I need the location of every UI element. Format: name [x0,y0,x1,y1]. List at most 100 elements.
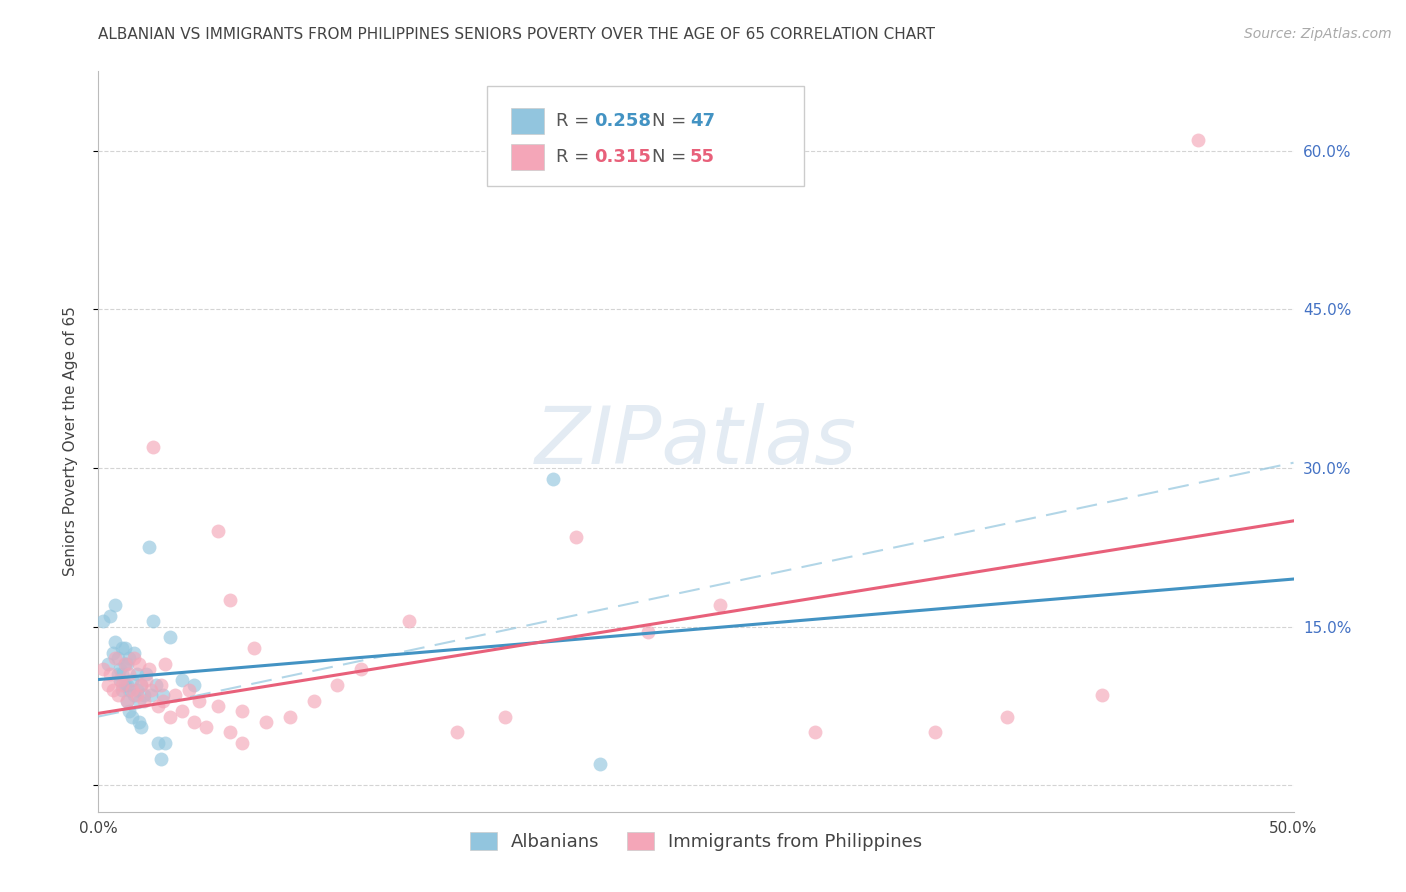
Point [183,714,205,729]
Point [128,714,150,729]
Point [1187,133,1209,147]
Point [254,714,277,729]
Point [142,440,165,454]
Point [114,657,136,671]
Point [124,646,146,660]
Point [91,662,114,676]
Point [121,709,143,723]
Bar [510,108,544,134]
Point [98,609,122,624]
Point [231,736,253,750]
Point [326,678,349,692]
Point [128,657,150,671]
FancyBboxPatch shape [486,87,804,186]
Point [207,524,229,539]
Point [565,530,588,544]
Point [172,673,194,687]
Point [1091,689,1114,703]
Point [115,694,138,708]
Bar [510,144,544,169]
Point [111,667,134,681]
Point [231,704,253,718]
Point [121,683,143,698]
Point [118,651,141,665]
Point [97,678,120,692]
Point [118,683,141,698]
Point [104,651,127,665]
Point [139,689,162,703]
Point [108,662,131,676]
Point [219,593,242,607]
Point [135,673,157,687]
Point [104,635,127,649]
Point [183,678,205,692]
Point [101,646,124,660]
Point [98,667,122,681]
Point [132,689,155,703]
Point [132,694,155,708]
Point [131,678,153,692]
Point [125,667,148,681]
Point [924,725,946,739]
Point [195,720,218,734]
Point [804,725,827,739]
Text: 0.315: 0.315 [595,147,651,166]
Point [142,615,165,629]
Point [350,662,373,676]
Y-axis label: Seniors Poverty Over the Age of 65: Seniors Poverty Over the Age of 65 [63,307,77,576]
Point [278,709,301,723]
Point [124,689,146,703]
Point [125,683,148,698]
Point [494,709,516,723]
Point [589,757,612,772]
Point [145,678,167,692]
Text: 55: 55 [690,147,716,166]
Point [111,683,134,698]
Point [163,689,186,703]
Point [114,657,136,671]
Point [159,709,181,723]
Point [114,640,136,655]
Point [104,599,127,613]
Point [115,678,138,692]
Point [709,599,731,613]
Text: 0.258: 0.258 [595,112,651,130]
Point [637,624,659,639]
Point [114,678,136,692]
Legend: Albanians, Immigrants from Philippines: Albanians, Immigrants from Philippines [463,824,929,858]
Point [135,667,157,681]
Point [115,657,138,671]
Point [115,694,138,708]
Point [111,640,134,655]
Point [125,689,148,703]
Point [152,689,174,703]
Point [139,683,162,698]
Point [995,709,1018,723]
Point [219,725,242,739]
Point [155,736,177,750]
Point [243,640,266,655]
Point [121,673,143,687]
Point [111,678,134,692]
Text: ZIPatlas: ZIPatlas [534,402,858,481]
Point [302,694,325,708]
Point [107,651,129,665]
Point [107,689,129,703]
Point [131,720,153,734]
Text: N =: N = [652,112,692,130]
Point [152,694,174,708]
Point [155,657,177,671]
Point [118,704,141,718]
Point [207,698,229,713]
Text: Source: ZipAtlas.com: Source: ZipAtlas.com [1244,27,1392,41]
Point [97,657,120,671]
Point [148,698,170,713]
Point [108,673,131,687]
Point [398,615,420,629]
Point [446,725,468,739]
Point [131,678,153,692]
Point [149,678,172,692]
Text: R =: R = [557,147,595,166]
Text: R =: R = [557,112,595,130]
Text: N =: N = [652,147,692,166]
